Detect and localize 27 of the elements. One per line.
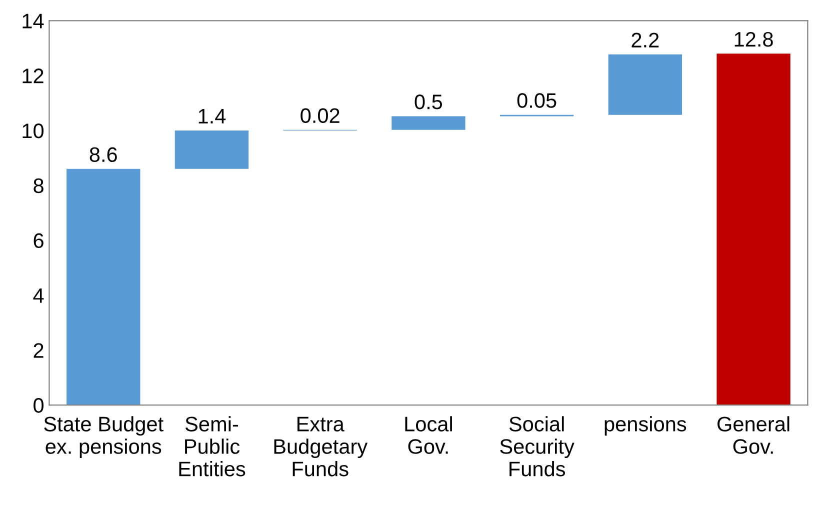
x-tick-label: Local Gov. — [405, 416, 452, 454]
y-tick-label: 6 — [34, 233, 44, 248]
bar — [392, 116, 466, 130]
x-tick-label: Extra Budgetary Funds — [274, 416, 368, 476]
x-tick-label: Social Security Funds — [500, 416, 574, 476]
y-tick-label: 2 — [34, 343, 44, 358]
x-tick-label: Semi- Public Entities — [179, 416, 246, 476]
data-label: 0.02 — [300, 108, 340, 124]
x-tick-label: State Budget ex. pensions — [44, 416, 164, 458]
x-tick-label: pensions — [604, 416, 686, 436]
y-tick-label: 10 — [22, 123, 44, 138]
bar — [608, 54, 682, 115]
y-tick-label: 8 — [34, 178, 44, 194]
data-label: 0.5 — [414, 94, 442, 110]
bar — [174, 130, 249, 169]
data-label: 8.6 — [90, 147, 117, 162]
data-label: 1.4 — [198, 109, 226, 124]
y-tick-label: 12 — [22, 68, 44, 84]
data-label: 2.2 — [632, 32, 659, 48]
y-tick-label: 0 — [34, 398, 44, 413]
bar — [66, 168, 140, 406]
data-label: 0.05 — [517, 93, 556, 108]
y-tick-label: 4 — [33, 288, 44, 303]
data-label: 12.8 — [734, 32, 773, 47]
bar — [716, 54, 790, 406]
x-tick-label: General Gov. — [718, 416, 790, 454]
y-tick-label: 14 — [22, 14, 44, 28]
